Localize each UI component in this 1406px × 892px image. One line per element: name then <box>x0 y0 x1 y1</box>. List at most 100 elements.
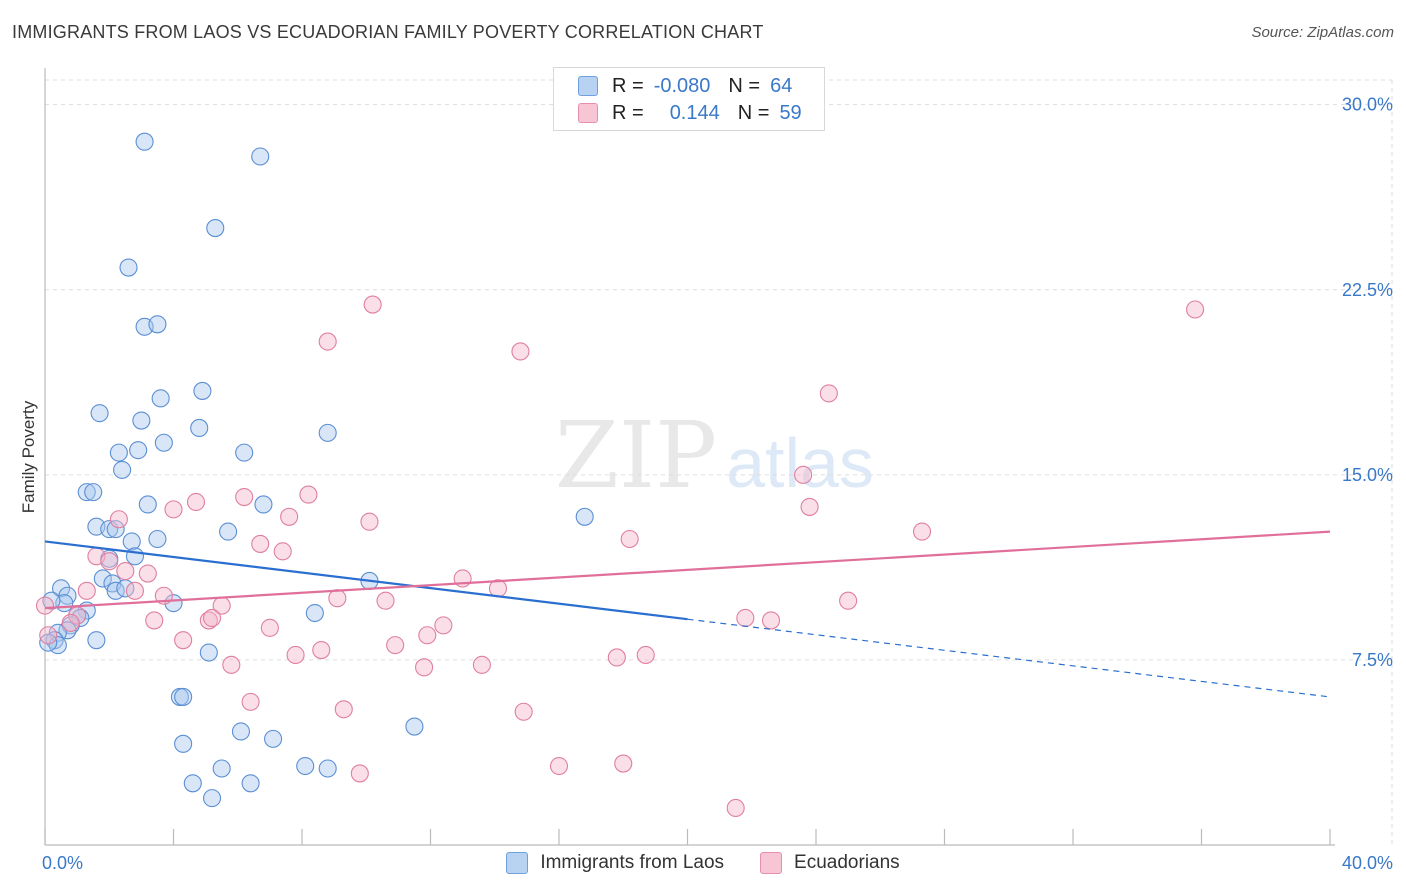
ecuadorian-point <box>511 342 530 361</box>
x-tick-label-max: 40.0% <box>1342 853 1393 873</box>
y-tick-label: 22.5% <box>1342 280 1393 300</box>
ecuadorian-point <box>116 562 135 581</box>
ecuadorian-point <box>912 522 932 541</box>
legend-row-ecuadorians: R = 0.144 N = 59 <box>578 100 802 126</box>
ecuadorian-point <box>386 636 405 655</box>
laos-point <box>305 603 324 623</box>
ecuadorian-point <box>77 581 96 600</box>
laos-point <box>405 717 424 736</box>
laos-point <box>93 569 112 588</box>
ecuadorian-point <box>607 648 626 667</box>
ecuadorian-point <box>328 589 347 608</box>
laos-point <box>119 258 138 277</box>
ecuadorian-point <box>39 626 58 645</box>
laos-point <box>231 722 251 741</box>
watermark-atlas: atlas <box>726 424 874 502</box>
laos-point <box>154 433 173 452</box>
bottom-legend: Immigrants from Laos Ecuadorians <box>0 852 1406 874</box>
legend-r-value: -0.080 <box>653 74 711 97</box>
bottom-legend-swatch-pink <box>760 852 783 874</box>
ecuadorian-trend <box>44 530 1331 610</box>
legend-r-value: 0.144 <box>669 101 720 124</box>
ecuadorian-point <box>145 611 164 630</box>
legend-n-value: 64 <box>770 74 793 97</box>
ecuadorian-point <box>761 611 781 630</box>
y-tick-labels: 7.5% 15.0% 22.5% 30.0% <box>1342 95 1393 670</box>
laos-point <box>132 411 151 430</box>
laos-point <box>129 441 148 460</box>
ecuadorian-point <box>222 655 241 674</box>
laos-point <box>174 687 193 706</box>
ecuadorian-point <box>418 626 437 645</box>
laos-point <box>174 734 193 753</box>
legend-n-value: 59 <box>779 101 802 124</box>
ecuadorian-point <box>360 512 379 531</box>
laos-point <box>235 443 254 462</box>
laos-point <box>318 423 337 442</box>
ecuadorian-point <box>260 618 279 637</box>
axes <box>44 68 1335 846</box>
ecuadorian-point <box>199 611 218 630</box>
bottom-legend-label: Ecuadorians <box>794 852 900 873</box>
chart-title: IMMIGRANTS FROM LAOS VS ECUADORIAN FAMIL… <box>12 22 764 42</box>
legend-r-label: R = <box>612 74 644 97</box>
bottom-legend-laos: Immigrants from Laos <box>506 852 724 874</box>
laos-point <box>100 520 119 539</box>
laos-point <box>138 495 157 514</box>
ecuadorian-point <box>100 552 119 571</box>
watermark-zip: ZIP <box>555 402 717 509</box>
ecuadorian-point <box>1186 300 1205 319</box>
ecuadorian-point <box>251 534 270 553</box>
laos-point <box>151 389 170 408</box>
laos-trend-dashed <box>687 618 1331 698</box>
ecuadorian-point <box>61 613 80 632</box>
watermark: ZIP atlas <box>555 402 874 509</box>
source-label: Source: ZipAtlas.com <box>1251 24 1394 41</box>
ecuadorian-point <box>241 692 260 711</box>
laos-point <box>241 774 260 793</box>
legend-n-label: N = <box>737 101 770 124</box>
laos-point <box>135 132 154 151</box>
legend-row-laos: R = -0.080 N = 64 <box>578 73 792 99</box>
y-tick-label: 30.0% <box>1342 95 1393 115</box>
laos-point <box>251 147 270 166</box>
laos-point <box>183 774 202 793</box>
laos-point <box>199 643 218 662</box>
ecuadorian-point <box>736 608 755 628</box>
ecuadorian-point <box>636 645 655 665</box>
series-ecuadorians-points <box>35 295 1205 818</box>
laos-point <box>39 633 58 652</box>
ecuadorian-point <box>273 542 292 561</box>
x-tick-labels: 0.0% 40.0% <box>42 853 1393 873</box>
laos-point <box>206 219 225 238</box>
laos-point <box>164 594 183 613</box>
ecuadorian-point <box>299 485 318 504</box>
ecuadorian-point <box>235 487 254 507</box>
legend-swatch-blue <box>578 76 598 96</box>
ecuadorian-point <box>800 497 819 516</box>
laos-point <box>296 756 315 776</box>
y-tick-label: 7.5% <box>1352 650 1393 670</box>
ecuadorian-point <box>514 702 533 721</box>
ecuadorian-point <box>125 581 144 600</box>
legend-r-label: R = <box>612 101 644 124</box>
laos-point <box>84 483 103 502</box>
laos-point <box>264 729 283 748</box>
laos-point <box>193 381 212 400</box>
bottom-legend-swatch-blue <box>506 852 529 874</box>
ecuadorian-point <box>174 631 193 650</box>
ecuadorian-point <box>376 591 395 610</box>
ecuadorian-point <box>312 640 331 660</box>
legend-swatch-pink <box>578 103 598 123</box>
laos-point <box>122 532 141 551</box>
ecuadorian-point <box>614 754 633 773</box>
laos-point <box>254 495 273 514</box>
ecuadorian-point <box>726 798 745 818</box>
ecuadorian-point <box>472 655 491 674</box>
ecuadorian-point <box>819 384 838 403</box>
y-tick-label: 15.0% <box>1342 465 1393 485</box>
ecuadorian-point <box>138 564 157 583</box>
ecuadorian-point <box>164 500 183 519</box>
legend-n-label: N = <box>728 74 761 97</box>
